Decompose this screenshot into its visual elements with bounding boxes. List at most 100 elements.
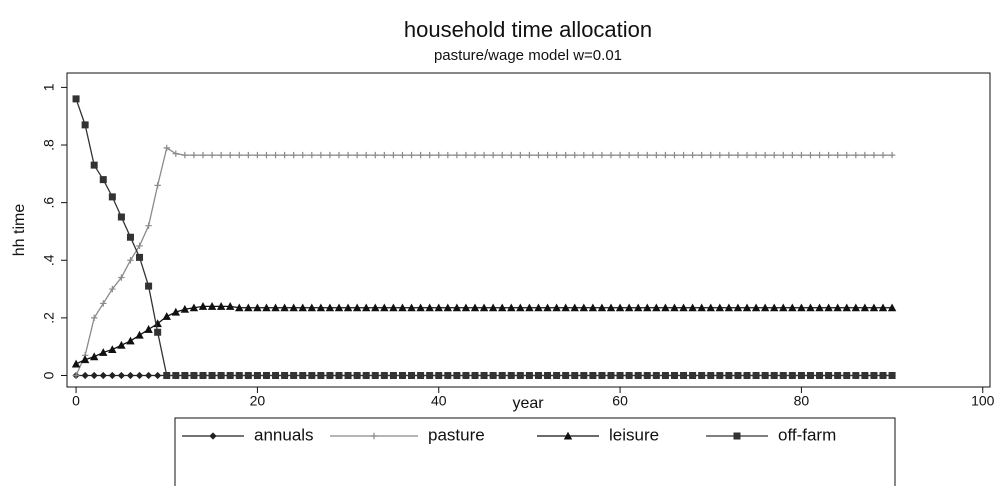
marker xyxy=(271,303,280,312)
marker xyxy=(806,303,815,312)
marker xyxy=(480,151,488,159)
marker xyxy=(444,371,452,379)
marker xyxy=(552,303,561,312)
marker xyxy=(262,303,271,312)
marker xyxy=(417,371,425,379)
x-tick-label: 60 xyxy=(612,393,628,409)
marker xyxy=(362,371,370,379)
marker xyxy=(743,151,751,159)
marker xyxy=(825,151,832,159)
marker xyxy=(443,303,453,312)
marker xyxy=(154,182,161,189)
marker xyxy=(644,151,651,159)
marker xyxy=(299,371,307,379)
marker xyxy=(734,371,742,379)
marker xyxy=(571,371,579,379)
marker xyxy=(281,371,289,379)
marker xyxy=(181,151,189,159)
marker xyxy=(353,151,361,159)
marker xyxy=(516,371,524,379)
marker xyxy=(508,151,515,159)
marker xyxy=(154,328,162,336)
marker xyxy=(706,303,715,312)
marker xyxy=(534,303,543,312)
marker xyxy=(616,151,624,159)
marker xyxy=(208,151,216,159)
marker xyxy=(235,371,243,379)
legend-label: leisure xyxy=(609,425,659,444)
marker xyxy=(834,151,841,159)
marker xyxy=(425,303,434,312)
marker xyxy=(861,151,869,159)
marker xyxy=(407,303,416,312)
marker xyxy=(752,151,760,159)
marker xyxy=(553,371,561,379)
marker xyxy=(254,151,261,159)
marker xyxy=(598,371,606,379)
marker xyxy=(144,371,153,380)
marker xyxy=(290,151,297,159)
marker xyxy=(860,303,870,312)
marker xyxy=(298,303,307,312)
marker xyxy=(479,303,489,312)
marker xyxy=(91,314,98,322)
marker xyxy=(489,371,497,379)
marker xyxy=(417,151,424,159)
marker xyxy=(653,151,660,159)
marker xyxy=(117,213,125,221)
chart-subtitle: pasture/wage model w=0.01 xyxy=(434,47,622,64)
marker xyxy=(806,371,814,379)
marker xyxy=(198,302,208,310)
marker xyxy=(335,371,343,379)
marker xyxy=(199,151,207,159)
marker xyxy=(408,151,415,159)
marker xyxy=(771,151,778,159)
marker xyxy=(751,303,761,312)
legend-marker xyxy=(563,431,573,440)
y-tick-label: .2 xyxy=(41,312,57,324)
marker xyxy=(707,151,714,159)
y-tick-label: .8 xyxy=(41,139,57,151)
marker xyxy=(498,371,506,379)
marker xyxy=(733,303,743,312)
marker xyxy=(154,371,162,380)
marker xyxy=(462,151,470,159)
marker xyxy=(172,371,180,379)
x-tick-label: 40 xyxy=(431,393,447,409)
x-tick-label: 0 xyxy=(72,393,80,409)
marker xyxy=(697,303,706,312)
marker xyxy=(190,371,198,379)
marker xyxy=(770,303,779,312)
marker xyxy=(615,303,625,312)
marker xyxy=(244,303,253,312)
marker xyxy=(461,303,471,312)
marker xyxy=(226,371,234,379)
marker xyxy=(815,303,824,312)
marker xyxy=(389,303,398,312)
chart-title: household time allocation xyxy=(404,17,652,42)
marker xyxy=(724,303,734,312)
marker xyxy=(145,282,153,290)
marker xyxy=(789,151,796,159)
marker xyxy=(190,151,198,159)
series-line xyxy=(75,146,893,376)
marker xyxy=(326,371,334,379)
marker xyxy=(208,371,216,379)
marker xyxy=(453,151,461,159)
marker xyxy=(879,151,887,159)
marker xyxy=(217,151,225,159)
marker xyxy=(408,371,416,379)
marker xyxy=(689,371,697,379)
x-tick-label: 80 xyxy=(794,393,810,409)
y-tick-label: .4 xyxy=(41,254,57,266)
marker xyxy=(289,303,298,312)
marker xyxy=(426,371,434,379)
marker xyxy=(390,151,397,159)
marker xyxy=(580,371,588,379)
marker xyxy=(72,372,80,379)
marker xyxy=(81,371,89,380)
marker xyxy=(752,371,760,379)
marker xyxy=(761,371,769,379)
marker xyxy=(272,371,280,379)
marker xyxy=(117,340,126,349)
